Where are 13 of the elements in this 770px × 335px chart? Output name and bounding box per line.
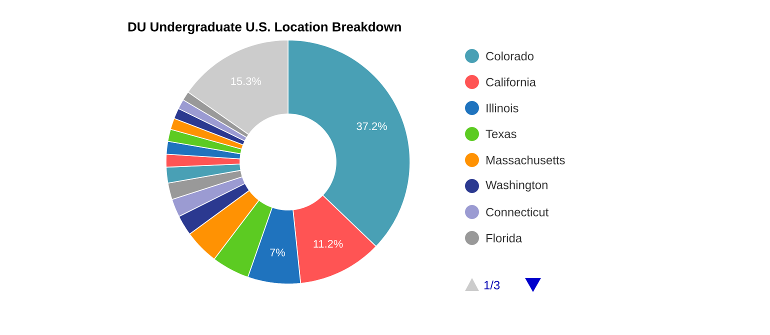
data-label: 7%	[270, 248, 285, 256]
chart-title: DU Undergraduate U.S. Location Breakdown	[128, 22, 401, 34]
legend-label: Illinois	[486, 104, 518, 112]
data-label: 37.2%	[356, 122, 387, 130]
legend-label: Connecticut	[486, 208, 549, 216]
legend-label: Colorado	[486, 52, 534, 60]
text: 1/3	[484, 280, 500, 290]
legend-label: Florida	[486, 234, 522, 242]
legend-label: California	[486, 78, 536, 86]
legend-label: Texas	[486, 130, 516, 138]
legend-label: Massachusetts	[486, 156, 565, 164]
data-label: 11.2%	[314, 240, 343, 248]
legend-label: Washington	[486, 180, 548, 192]
